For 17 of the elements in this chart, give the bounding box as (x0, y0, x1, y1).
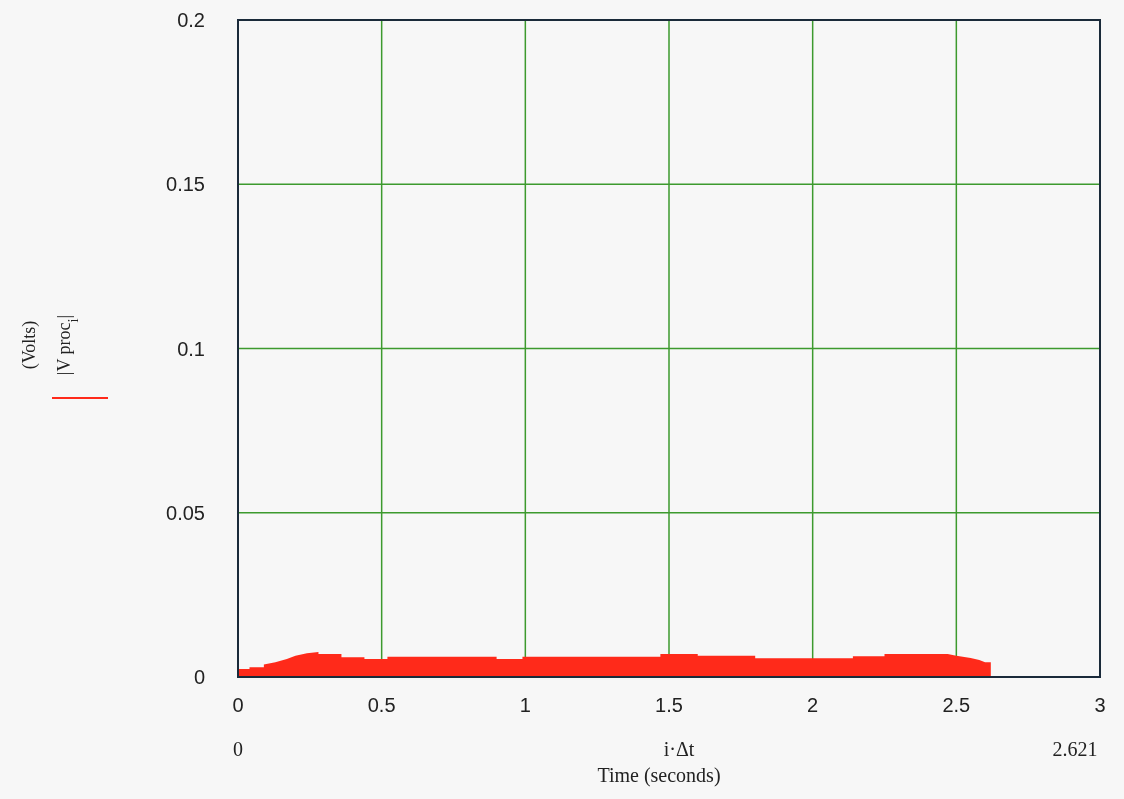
y-tick-label: 0.1 (177, 337, 205, 360)
y-tick-label: 0.05 (166, 501, 205, 524)
x-tick-label: 1.5 (655, 694, 683, 716)
text: 0 (233, 738, 243, 760)
x-tick-label: 3 (1094, 694, 1106, 716)
y-tick-label: 0.2 (177, 9, 205, 31)
x-tick-label: 0 (232, 694, 244, 716)
x-tick-label: 1 (519, 694, 531, 716)
x-tick-label: 0.5 (367, 694, 396, 716)
x-tick-label: 2 (807, 694, 819, 716)
y-tick-label: 0 (193, 666, 205, 688)
y-tick-label: 0.15 (166, 173, 205, 196)
x-axis-title: i·Δt (663, 738, 695, 760)
text: 2.621 (1052, 738, 1098, 760)
text: (Volts) (19, 320, 40, 370)
x-tick-label: 2.5 (942, 694, 971, 716)
text: Time (seconds) (597, 764, 721, 787)
